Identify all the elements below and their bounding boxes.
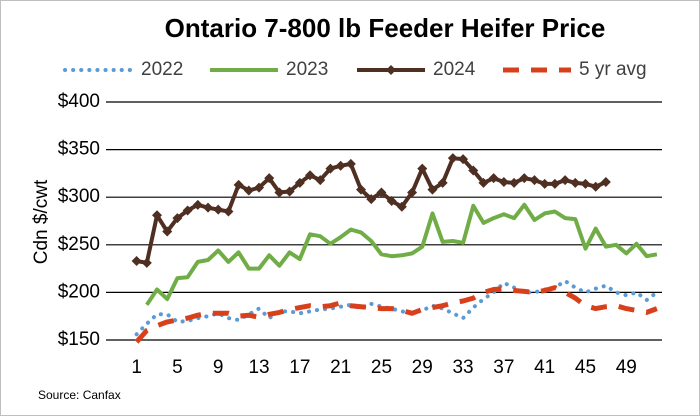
point-marker [498,176,509,187]
point-marker [335,160,346,171]
point-marker [468,165,479,176]
point-marker [478,177,489,188]
point-marker [141,257,152,268]
series-line [145,202,658,306]
point-marker [182,205,193,216]
x-tick-label: 45 [575,357,596,378]
x-tick-label: 1 [131,357,142,378]
legend-marker [386,65,396,75]
point-marker [305,170,316,181]
point-marker [345,158,356,169]
point-marker [172,213,183,224]
point-marker [580,178,591,189]
x-tick-label: 25 [371,357,392,378]
point-marker [427,184,438,195]
point-marker [458,154,469,165]
x-tick-label: 49 [616,357,637,378]
y-tick-label: $350 [58,139,100,160]
point-marker [254,182,265,193]
point-marker [590,181,601,192]
series-line [134,285,658,344]
point-marker [162,226,173,237]
x-tick-label: 17 [289,357,310,378]
y-axis-label: Cdn $/cwt [31,179,52,264]
point-marker [203,202,214,213]
point-marker [529,175,540,186]
point-marker [600,176,611,187]
point-marker [539,178,550,189]
legend-label: 5 yr avg [579,59,647,80]
point-marker [264,173,275,184]
point-marker [396,201,407,212]
y-tick-label: $400 [58,91,100,112]
point-marker [407,187,418,198]
point-marker [284,186,295,197]
point-marker [315,175,326,186]
point-marker [233,179,244,190]
point-marker [131,255,142,266]
point-marker [509,177,520,188]
point-marker [560,175,571,186]
point-marker [192,199,203,210]
chart-title: Ontario 7-800 lb Feeder Heifer Price [165,13,606,43]
point-marker [447,153,458,164]
x-tick-label: 29 [412,357,433,378]
x-tick-label: 5 [172,357,183,378]
point-marker [325,163,336,174]
x-tick-label: 21 [330,357,351,378]
x-tick-label: 37 [493,357,514,378]
point-marker [274,187,285,198]
point-marker [356,184,367,195]
point-marker [519,173,530,184]
legend-label: 2024 [433,59,476,80]
point-marker [294,177,305,188]
x-tick-label: 9 [213,357,224,378]
point-marker [243,185,254,196]
point-marker [570,177,581,188]
y-tick-label: $200 [58,281,100,302]
y-tick-label: $300 [58,186,100,207]
y-tick-label: $250 [58,234,100,255]
x-tick-label: 33 [452,357,473,378]
point-marker [152,210,163,221]
x-tick-label: 13 [248,357,269,378]
point-marker [366,194,377,205]
point-marker [549,178,560,189]
y-tick-label: $150 [58,329,100,350]
point-marker [417,163,428,174]
source-note: Source: Canfax [38,388,121,402]
x-tick-label: 41 [534,357,555,378]
point-marker [437,177,448,188]
point-marker [488,173,499,184]
legend-label: 2022 [141,59,183,80]
point-marker [223,206,234,217]
point-marker [213,204,224,215]
point-marker [386,196,397,207]
point-marker [376,187,387,198]
legend-label: 2023 [286,59,328,80]
